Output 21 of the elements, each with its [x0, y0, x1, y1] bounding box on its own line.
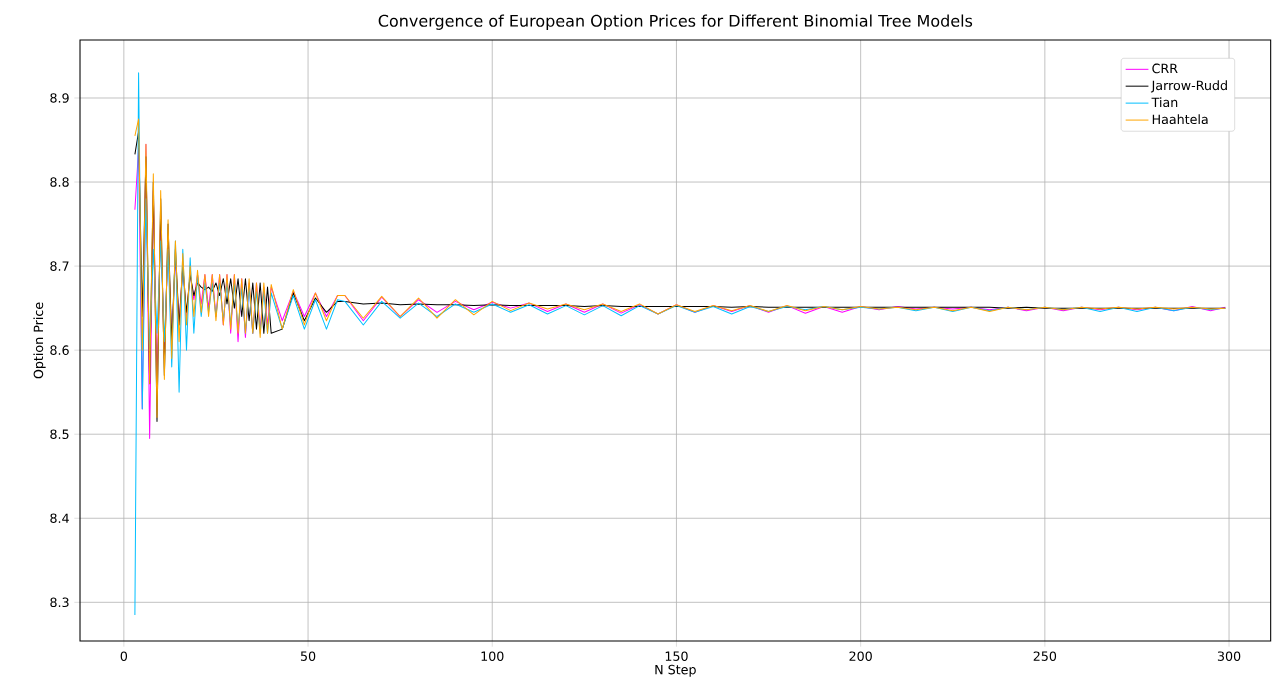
x-tick-label: 0: [120, 651, 128, 661]
x-tick-label: 100: [481, 651, 504, 661]
x-axis-title: N Step: [655, 664, 696, 677]
legend-label: Tian: [1151, 97, 1178, 108]
legend-label: Jarrow-Rudd: [1150, 80, 1227, 93]
y-tick-label: 8.6: [50, 345, 69, 355]
y-tick-label: 8.4: [50, 513, 69, 524]
y-axis-title: Option Price: [33, 302, 46, 379]
x-tick-label: 300: [1217, 651, 1241, 661]
legend-label: CRR: [1152, 63, 1178, 74]
x-tick-label: 200: [849, 651, 872, 661]
x-tick-label: 50: [300, 651, 316, 661]
y-tick-label: 8.8: [50, 177, 69, 187]
y-tick-label: 8.9: [50, 93, 69, 103]
legend-label: Haahtela: [1152, 114, 1208, 125]
y-tick-label: 8.3: [50, 597, 69, 608]
x-tick-label: 150: [665, 651, 688, 661]
y-tick-label: 8.5: [50, 429, 69, 440]
y-tick-label: 8.7: [50, 261, 69, 271]
x-tick-label: 250: [1033, 651, 1057, 661]
chart-title: Convergence of European Option Prices for Different Binomial Tree Models: [378, 14, 973, 30]
